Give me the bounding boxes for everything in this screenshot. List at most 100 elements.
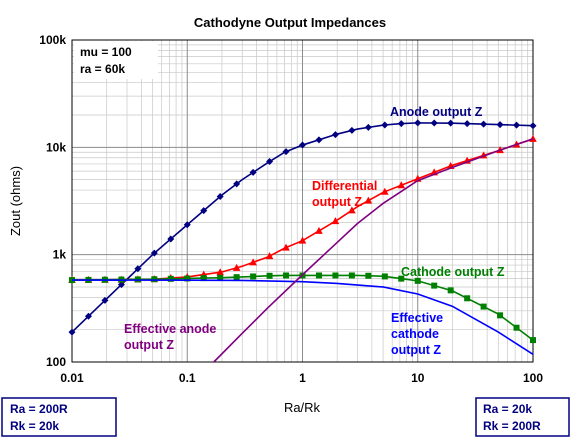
series-point — [464, 295, 471, 302]
series-point — [414, 277, 421, 284]
series-annotation: Effective anode — [124, 322, 216, 336]
series-line — [213, 138, 534, 363]
series-annotation: Cathode output Z — [401, 265, 505, 279]
series-point — [150, 249, 158, 257]
series-point — [68, 328, 76, 336]
corner-left-ra: Ra = 200R — [10, 402, 68, 416]
series-point — [250, 273, 257, 280]
series-annotation: Anode output Z — [390, 105, 483, 119]
series-annotation: output Z — [124, 338, 174, 352]
x-tick-label: 1 — [299, 371, 306, 385]
series-annotation: output Z — [391, 343, 441, 357]
series-point — [315, 136, 323, 144]
corner-label-left: Ra = 200R Rk = 20k — [1, 397, 117, 437]
series-point — [496, 121, 504, 129]
chart-title: Cathodyne Output Impedances — [194, 15, 386, 30]
series-point — [513, 324, 520, 331]
series-point — [348, 126, 356, 134]
series-annotation: Differential — [312, 179, 377, 193]
series-point — [117, 281, 125, 289]
param-mu: mu = 100 — [80, 45, 132, 59]
series-point — [167, 235, 175, 243]
corner-label-right: Ra = 20k Rk = 200R — [475, 397, 570, 437]
corner-right-rk: Rk = 200R — [483, 419, 541, 433]
series-point — [331, 131, 339, 139]
series-point — [365, 272, 372, 279]
series-point — [249, 258, 257, 266]
corner-right-ra: Ra = 20k — [483, 402, 532, 416]
series-point — [430, 119, 438, 127]
param-ra: ra = 60k — [80, 62, 125, 76]
series-point — [232, 263, 241, 271]
series-annotation: cathode — [391, 327, 439, 341]
series-point — [480, 303, 487, 310]
series-point — [463, 120, 471, 128]
series-line — [71, 279, 534, 355]
series-point — [249, 168, 257, 176]
param-box: mu = 100 ra = 60k — [74, 41, 158, 79]
series-point — [283, 272, 290, 279]
series-annotation: Effective — [391, 311, 443, 325]
series-point — [397, 181, 406, 189]
x-tick-label: 10 — [411, 371, 425, 385]
series-point — [398, 275, 405, 282]
x-tick-label: 0.01 — [60, 371, 84, 385]
series-point — [183, 221, 191, 229]
series-point — [217, 274, 224, 281]
y-tick-label: 100k — [39, 33, 66, 47]
series-point — [397, 120, 405, 128]
y-tick-label: 10k — [46, 140, 66, 154]
series-point — [331, 217, 340, 225]
series-point — [233, 274, 240, 281]
series-point — [266, 158, 274, 166]
y-tick-label: 1k — [53, 248, 67, 262]
series-point — [447, 287, 454, 294]
series-point — [200, 207, 208, 215]
series-point — [529, 134, 537, 142]
series-point — [431, 282, 438, 289]
series-point — [184, 275, 191, 282]
series-point — [299, 141, 306, 149]
series-point — [364, 196, 373, 204]
series-point — [265, 252, 274, 260]
series-annotation: output Z — [312, 195, 362, 209]
series-point — [332, 272, 339, 279]
x-tick-label: 0.1 — [179, 371, 196, 385]
corner-left-rk: Rk = 20k — [10, 419, 59, 433]
y-axis-label: Zout (ohms) — [8, 166, 23, 236]
series-point — [381, 273, 388, 280]
annotations: Anode output Z Differential output Z Cathod… — [124, 105, 505, 357]
series-point — [315, 272, 322, 279]
series-point — [282, 243, 290, 251]
series-point — [348, 206, 356, 214]
series-point — [447, 119, 455, 127]
series-layer — [68, 119, 537, 363]
series-point — [298, 236, 307, 244]
series-point — [167, 275, 174, 282]
series-point — [348, 272, 355, 279]
series-point — [381, 187, 389, 195]
y-tick-label: 100 — [46, 355, 66, 369]
series-point — [381, 121, 389, 129]
series-point — [315, 226, 323, 234]
x-axis-ticks: 0.01 0.1 1 10 100 — [60, 371, 543, 385]
series-point — [497, 312, 504, 319]
grid — [72, 40, 533, 362]
series-point — [84, 312, 92, 320]
y-axis-ticks: 100 1k 10k 100k — [39, 33, 66, 369]
series-point — [200, 275, 207, 282]
series-point — [414, 119, 422, 127]
series-point — [513, 121, 521, 129]
x-tick-label: 100 — [523, 371, 543, 385]
series-point — [233, 180, 241, 188]
series-point — [216, 268, 224, 276]
series-point — [101, 296, 109, 304]
x-axis-label: Ra/Rk — [284, 400, 321, 415]
series-point — [69, 277, 75, 284]
series-point — [530, 337, 536, 344]
series-point — [529, 122, 537, 130]
series-point — [480, 120, 488, 128]
series-point — [151, 276, 158, 283]
series-point — [134, 265, 142, 273]
